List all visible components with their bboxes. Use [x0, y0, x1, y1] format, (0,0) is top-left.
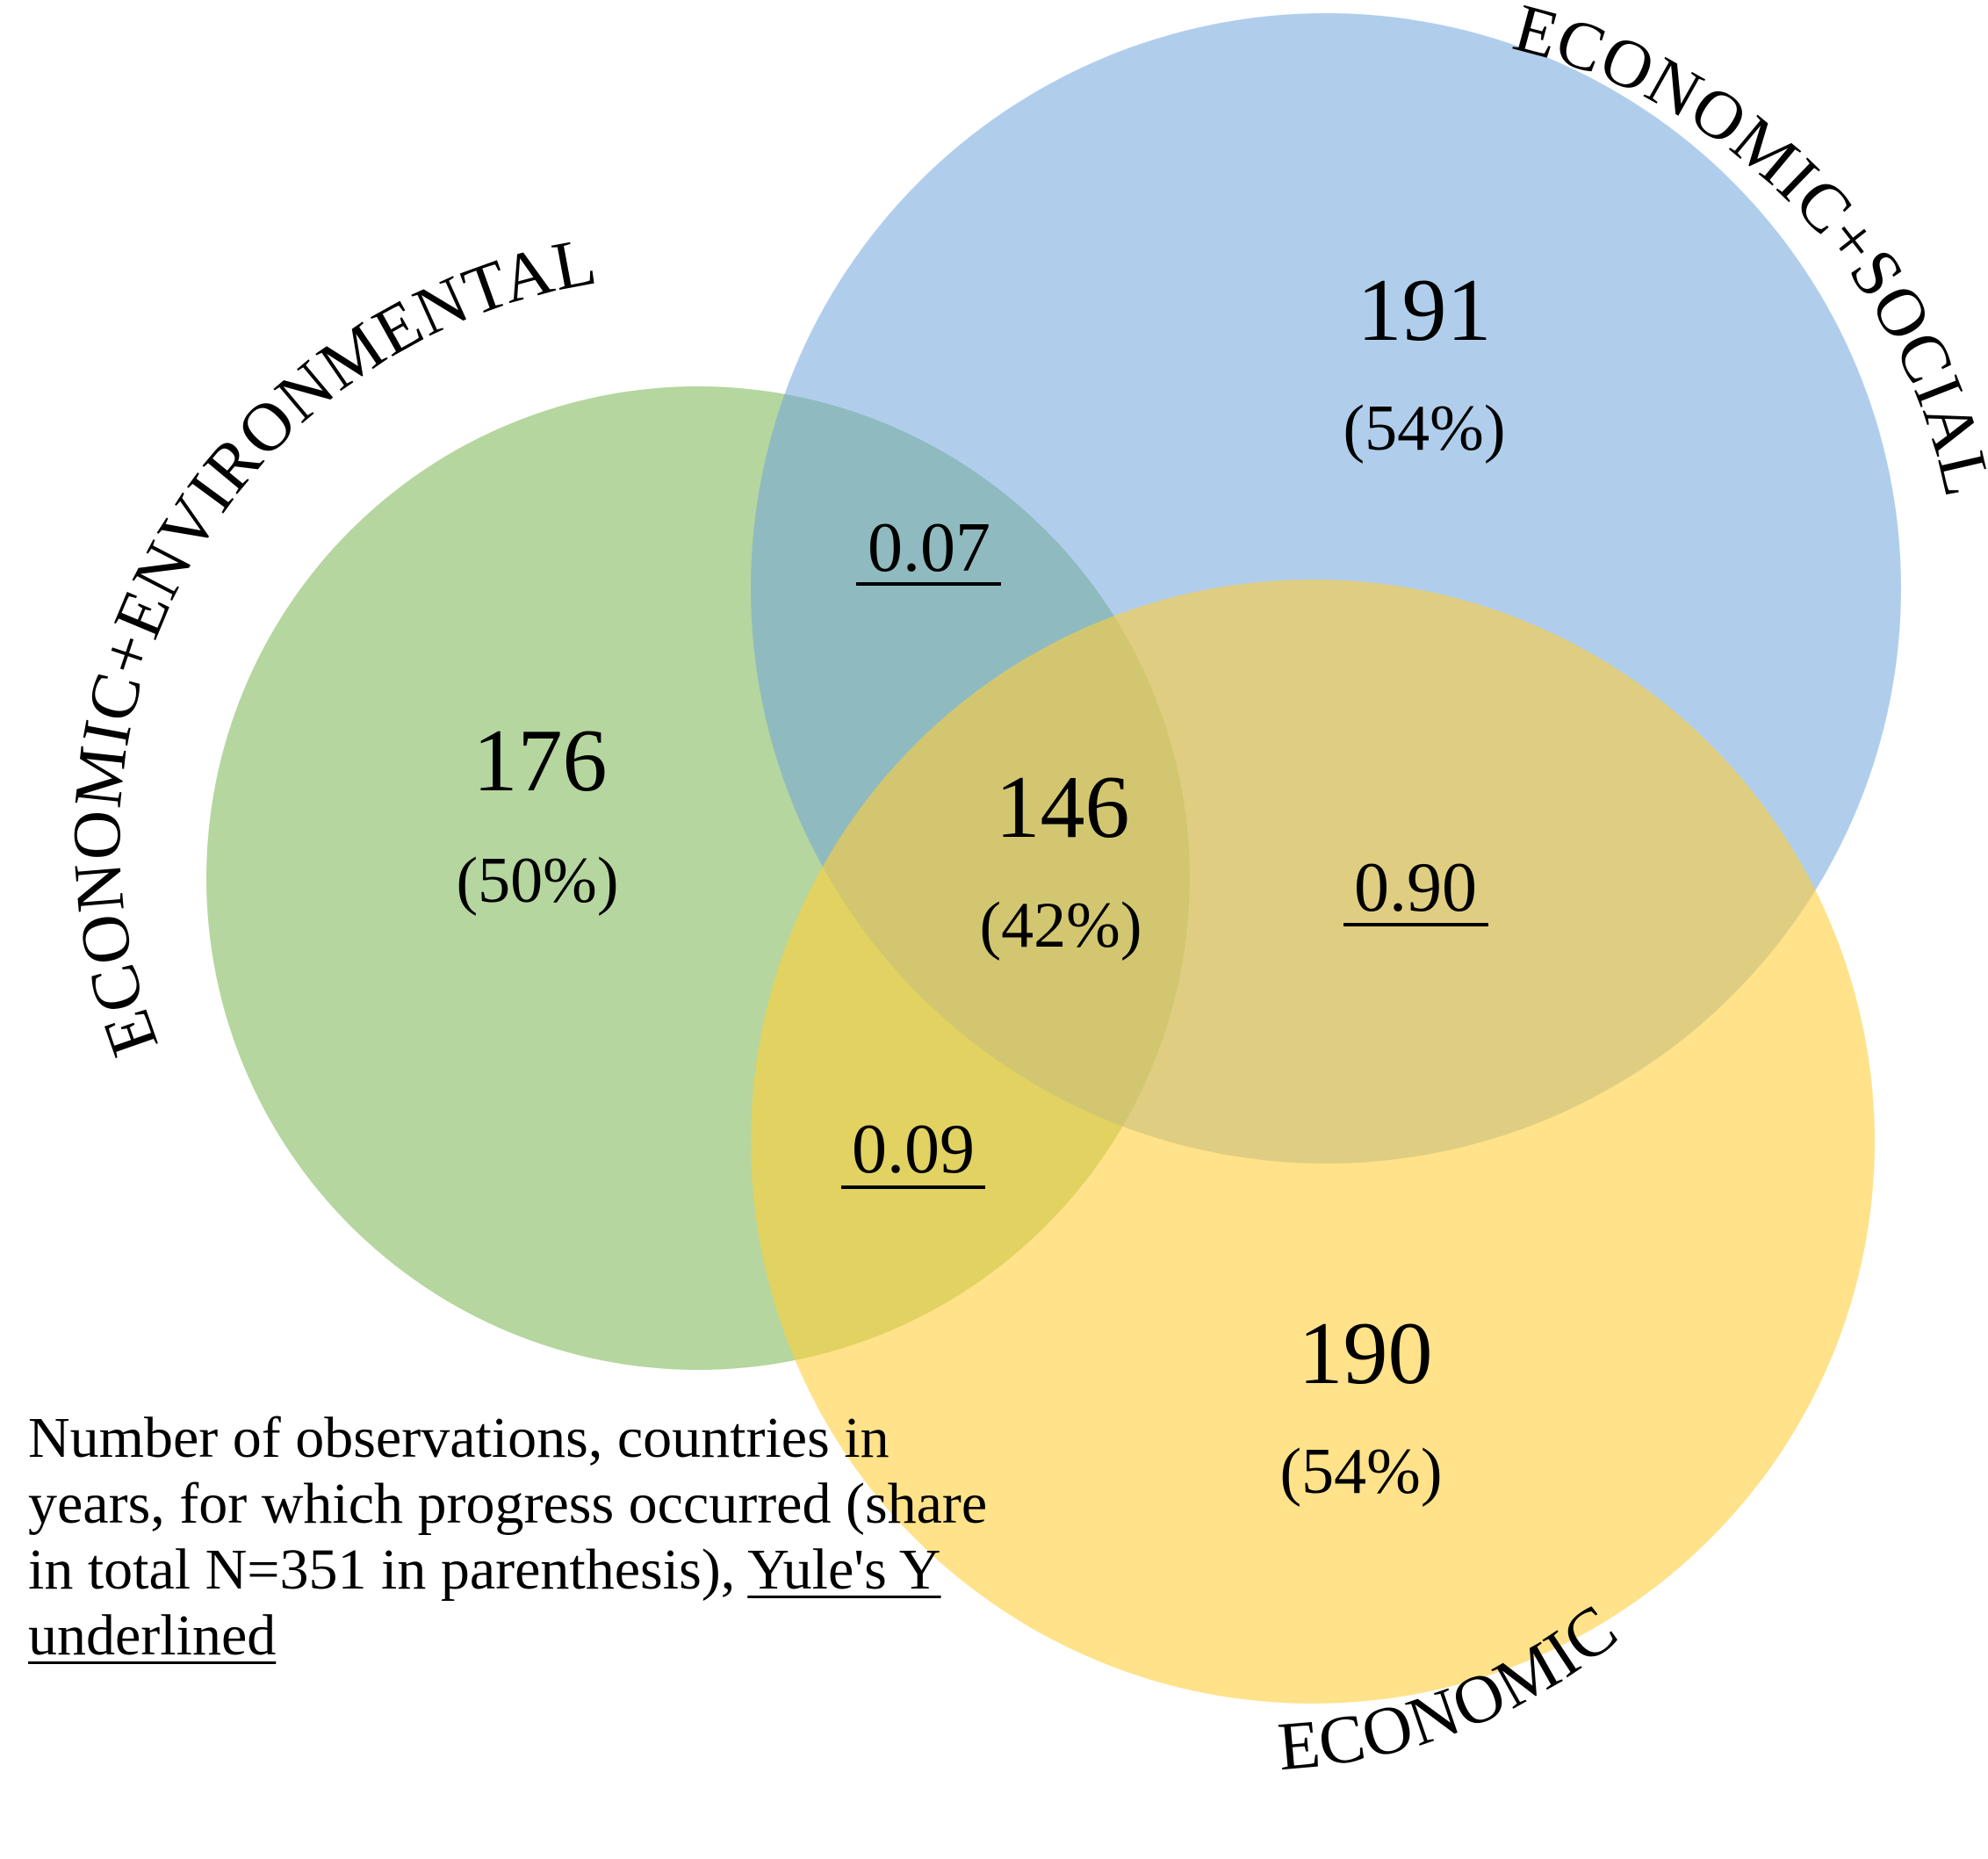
legend-note-underlined: Yule's Y underlined — [28, 1538, 941, 1668]
set-circles — [206, 13, 1901, 1704]
economic-circle — [751, 580, 1875, 1704]
environmental-only-count: 176 — [473, 711, 608, 811]
environmental-only-share: (50%) — [457, 845, 619, 917]
economic-only-count: 190 — [1299, 1304, 1433, 1403]
legend-note-text: Number of observations, countries in yea… — [28, 1406, 988, 1602]
center-share: (42%) — [980, 890, 1142, 962]
economic-only-share: (54%) — [1280, 1436, 1443, 1508]
yule-social-economic: 0.90 — [1354, 849, 1477, 926]
yule-environmental-social: 0.07 — [868, 509, 990, 587]
yule-environmental-economic: 0.09 — [852, 1111, 975, 1188]
social-only-share: (54%) — [1343, 393, 1506, 465]
center-count: 146 — [996, 758, 1130, 857]
social-only-count: 191 — [1358, 261, 1492, 360]
legend-note: Number of observations, countries in yea… — [28, 1405, 1012, 1668]
